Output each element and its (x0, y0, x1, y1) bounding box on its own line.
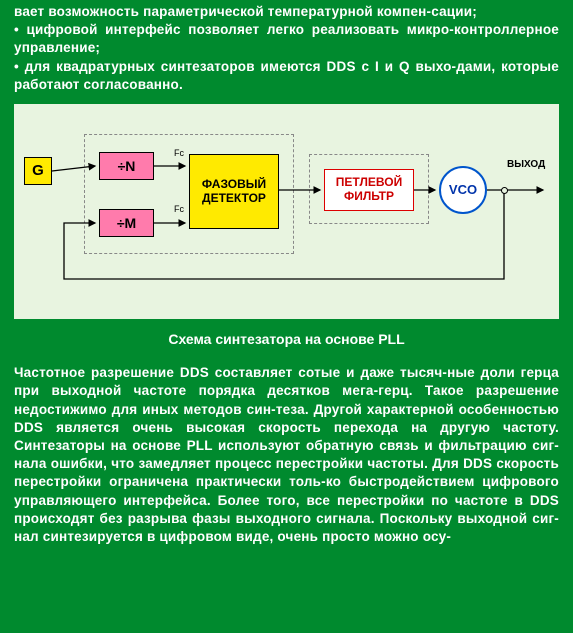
diagram-caption: Схема синтезатора на основе PLL (0, 319, 573, 361)
top-line1: вает возможность параметрической темпера… (14, 4, 477, 19)
label-output: ВЫХОД (507, 159, 545, 170)
label-fc-1: Fс (174, 148, 184, 158)
top-bullet2: • цифровой интерфейс позволяет легко реа… (14, 22, 559, 55)
block-loop-filter: ПЕТЛЕВОЙ ФИЛЬТР (324, 169, 414, 211)
block-g: G (24, 157, 52, 185)
bottom-paragraph: Частотное разрешение DDS составляет соты… (0, 361, 573, 556)
label-fc-2: Fс (174, 204, 184, 214)
block-div-m: ÷M (99, 209, 154, 237)
top-paragraph: вает возможность параметрической темпера… (0, 0, 573, 104)
block-vco: VCO (439, 166, 487, 214)
pll-diagram-container: G ÷N ÷M ФАЗОВЫЙ ДЕТЕКТОР ПЕТЛЕВОЙ ФИЛЬТР… (14, 104, 559, 319)
top-bullet3: • для квадратурных синтезаторов имеются … (14, 59, 559, 92)
block-div-n: ÷N (99, 152, 154, 180)
pll-diagram: G ÷N ÷M ФАЗОВЫЙ ДЕТЕКТОР ПЕТЛЕВОЙ ФИЛЬТР… (24, 124, 549, 294)
block-phase-detector: ФАЗОВЫЙ ДЕТЕКТОР (189, 154, 279, 229)
